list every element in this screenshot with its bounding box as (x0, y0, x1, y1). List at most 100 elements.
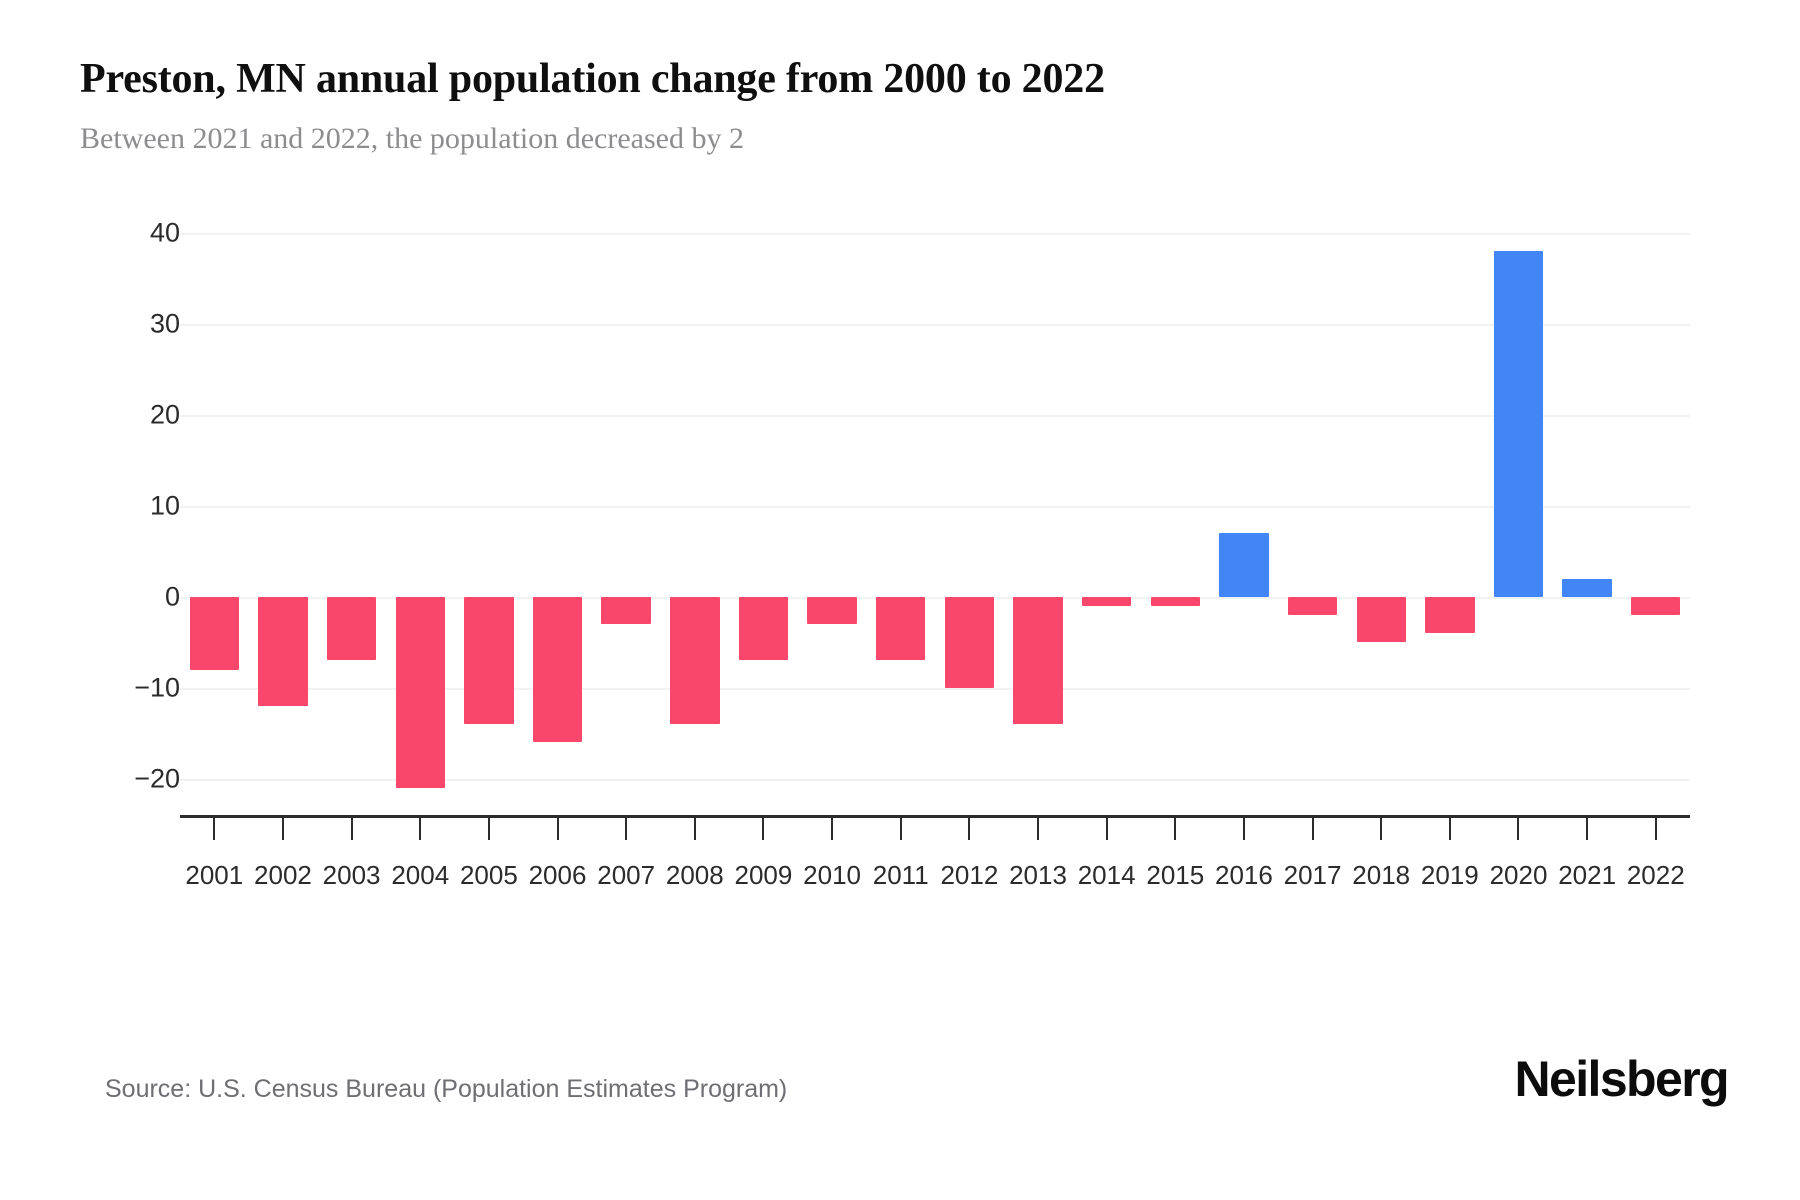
tick-mark (1242, 818, 1245, 840)
gridline (180, 778, 1690, 781)
bar-slot (523, 215, 592, 815)
y-axis-tick-label: 40 (149, 217, 180, 248)
bar-2015[interactable] (1150, 596, 1200, 606)
x-axis-tick (1004, 818, 1073, 842)
x-axis-ticks (180, 818, 1690, 842)
x-axis-tick (386, 818, 455, 842)
x-axis-tick (1278, 818, 1347, 842)
x-axis-labels: 2001 2002 2003 2004 2005 2006 2007 2008 2009 2010… (180, 860, 1690, 900)
gridline (180, 687, 1690, 690)
tick-mark (213, 818, 216, 840)
y-axis-tick-label: −20 (134, 763, 180, 794)
y-axis-tick-label: 10 (149, 490, 180, 521)
x-axis-tick-label: 2008 (665, 860, 724, 890)
bar-2006[interactable] (532, 596, 583, 743)
tick-mark (899, 818, 902, 840)
x-axis-tick (1484, 818, 1553, 842)
brand-logo: Neilsberg (1514, 1051, 1730, 1107)
x-axis-tick-label: 2002 (254, 860, 312, 890)
x-axis-tick (935, 818, 1004, 842)
gridline (180, 324, 1690, 327)
bar-2005[interactable] (464, 596, 514, 725)
bar-2017[interactable] (1287, 596, 1338, 615)
x-axis-tick-label: 2012 (940, 860, 999, 890)
y-axis-tick-label: 30 (149, 308, 180, 339)
bar-slot (317, 215, 386, 815)
tick-mark (281, 818, 284, 840)
page-title: Preston, MN annual population change fro… (80, 56, 1105, 102)
tick-mark (1586, 818, 1589, 840)
x-axis-tick (1416, 818, 1485, 842)
tick-mark (350, 818, 353, 840)
x-axis-tick (1210, 818, 1279, 842)
bar-slot (386, 215, 455, 815)
tick-mark (1311, 818, 1314, 840)
bar-2009[interactable] (738, 596, 789, 661)
bar-slot (866, 215, 935, 815)
bar-slot (1621, 215, 1690, 815)
tick-mark (1448, 818, 1451, 840)
bar-2003[interactable] (326, 596, 377, 661)
bar-2001[interactable] (189, 596, 240, 670)
x-axis-tick-label: 2017 (1283, 860, 1342, 890)
x-axis-tick (592, 818, 661, 842)
y-axis-tick-label: 0 (164, 581, 180, 612)
bar-2012[interactable] (944, 596, 995, 688)
tick-mark (693, 818, 696, 840)
x-axis-tick-label: 2021 (1558, 860, 1617, 890)
x-axis-tick (455, 818, 524, 842)
y-axis-tick-label: 20 (149, 399, 180, 430)
x-axis-tick-label: 2013 (1009, 860, 1067, 890)
bar-2011[interactable] (876, 596, 926, 661)
x-axis-tick-label: 2015 (1146, 860, 1205, 890)
tick-mark (487, 818, 490, 840)
x-axis-tick (523, 818, 592, 842)
bar-slot (935, 215, 1004, 815)
x-axis-tick (317, 818, 386, 842)
bar-slot (660, 215, 729, 815)
bar-2016[interactable] (1219, 533, 1269, 597)
gridline (180, 233, 1690, 236)
tick-mark (968, 818, 971, 840)
bar-2022[interactable] (1631, 596, 1681, 615)
gridline (180, 505, 1690, 508)
x-axis-tick-label: 2019 (1420, 860, 1479, 890)
x-axis-tick-label: 2018 (1352, 860, 1411, 890)
bar-2020[interactable] (1493, 251, 1544, 597)
tick-mark (556, 818, 559, 840)
x-axis-tick-label: 2016 (1215, 860, 1273, 890)
bar-slot (592, 215, 661, 815)
x-axis-tick (1072, 818, 1141, 842)
bar-slot (729, 215, 798, 815)
bar-2004[interactable] (395, 596, 445, 788)
zero-baseline (180, 596, 1690, 599)
bar-2021[interactable] (1562, 578, 1612, 597)
tick-mark (1517, 818, 1520, 840)
source-note: Source: U.S. Census Bureau (Population E… (105, 1075, 788, 1103)
bar-slot (1141, 215, 1210, 815)
x-axis-tick (866, 818, 935, 842)
bar-2010[interactable] (807, 596, 857, 625)
tick-mark (1174, 818, 1177, 840)
bar-slot (1210, 215, 1279, 815)
bar-2007[interactable] (601, 596, 651, 625)
bar-2008[interactable] (670, 596, 720, 725)
bar-2019[interactable] (1425, 596, 1475, 634)
bar-2013[interactable] (1013, 596, 1063, 725)
tick-mark (1380, 818, 1383, 840)
x-axis-tick-label: 2010 (803, 860, 861, 890)
bar-2014[interactable] (1081, 596, 1132, 606)
tick-mark (1105, 818, 1108, 840)
bar-slot (1004, 215, 1073, 815)
y-axis: 40 30 20 10 0 −10 −20 (80, 215, 180, 815)
x-axis-tick-label: 2020 (1489, 860, 1548, 890)
bar-2018[interactable] (1356, 596, 1406, 643)
bar-slot (249, 215, 318, 815)
bar-slot (1416, 215, 1485, 815)
bar-2002[interactable] (258, 596, 308, 706)
gridline (180, 415, 1690, 417)
x-axis-tick (180, 818, 249, 842)
x-axis-tick (1141, 818, 1210, 842)
bar-slot (798, 215, 867, 815)
